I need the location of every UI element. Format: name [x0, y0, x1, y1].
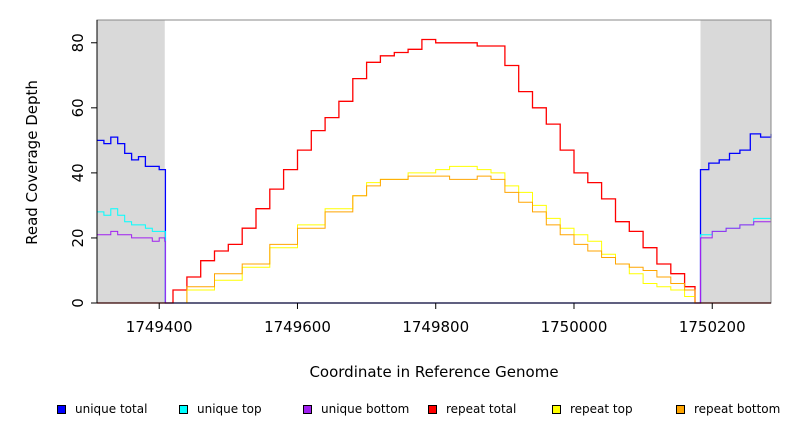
legend-swatch	[552, 404, 561, 414]
y-tick-label-20: 20	[69, 228, 87, 247]
legend-swatch	[57, 404, 66, 414]
plot-frame	[96, 19, 772, 304]
legend-item-repeat-total: repeat total	[428, 398, 516, 420]
x-tick-label-1749600: 1749600	[264, 318, 331, 336]
legend-swatch	[676, 404, 685, 414]
legend-item-unique-bottom: unique bottom	[303, 398, 409, 420]
series-line-repeat-bottom	[97, 175, 771, 304]
x-axis-label: Coordinate in Reference Genome	[309, 363, 558, 381]
shaded-region-0	[97, 20, 165, 303]
x-tick-label-1750000: 1750000	[541, 318, 608, 336]
series-line-repeat-total	[97, 38, 771, 304]
legend-label: unique total	[75, 402, 148, 416]
legend-label: repeat top	[570, 402, 633, 416]
legend-item-unique-total: unique total	[57, 398, 147, 420]
x-tick-label-1750200: 1750200	[679, 318, 746, 336]
series-line-repeat-top	[97, 165, 771, 304]
x-tick-label-1749400: 1749400	[126, 318, 193, 336]
shaded-regions	[97, 20, 771, 303]
shaded-region-1	[700, 20, 771, 303]
legend-item-repeat-top: repeat top	[552, 398, 633, 420]
legend-label: unique top	[197, 402, 262, 416]
y-tick-label-60: 60	[69, 98, 87, 117]
y-tick-label-0: 0	[69, 298, 87, 308]
series-line-unique-total	[97, 133, 772, 304]
legend-label: repeat bottom	[694, 402, 781, 416]
legend-label: unique bottom	[321, 402, 410, 416]
y-axis-label: Read Coverage Depth	[23, 80, 41, 245]
axes: 0 20 40 60 80 1749400 1749600 1749800 1750000 175…	[69, 20, 771, 336]
legend-item-repeat-bottom: repeat bottom	[676, 398, 780, 420]
legend-swatch	[179, 404, 188, 414]
x-tick-label-1749800: 1749800	[402, 318, 469, 336]
y-tick-label-80: 80	[69, 33, 87, 52]
series-lines	[97, 38, 772, 304]
series-line-unique-bottom	[97, 221, 772, 304]
legend: unique total unique top unique bottom repea…	[0, 398, 792, 420]
legend-swatch	[428, 404, 437, 414]
series-line-unique-top	[97, 208, 772, 304]
legend-swatch	[303, 404, 312, 414]
legend-item-unique-top: unique top	[179, 398, 262, 420]
legend-label: repeat total	[446, 402, 517, 416]
y-tick-label-40: 40	[69, 163, 87, 182]
